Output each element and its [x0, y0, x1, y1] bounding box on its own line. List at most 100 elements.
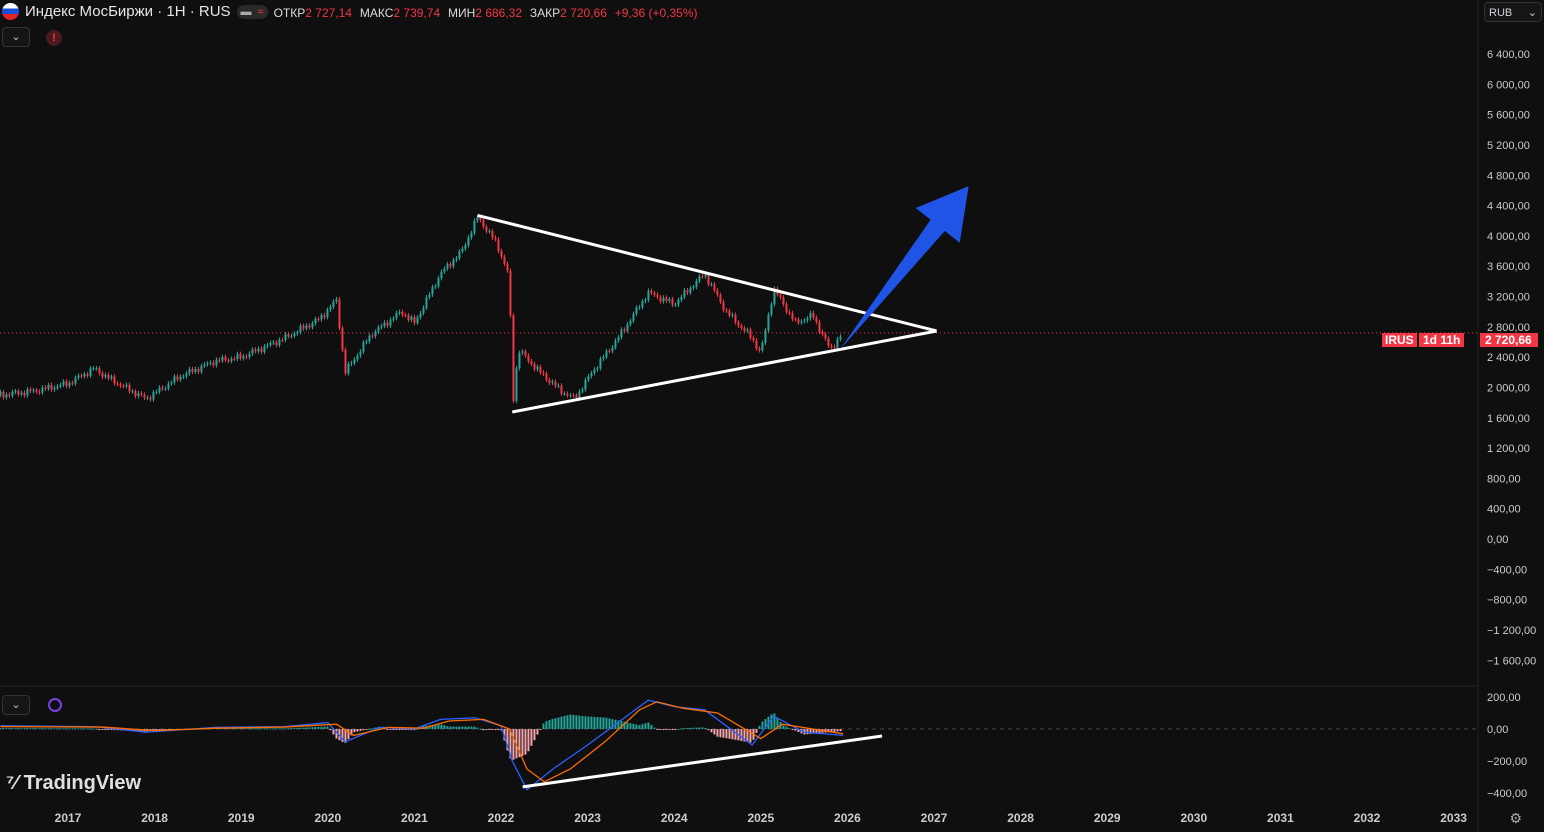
candle: [617, 337, 620, 341]
candle: [755, 340, 758, 349]
macd-histogram-bar: [23, 728, 26, 730]
macd-histogram-bar: [818, 729, 821, 734]
candle: [212, 362, 215, 366]
tradingview-logo[interactable]: ⁷⁄ TradingView: [6, 772, 141, 795]
macd-histogram-bar: [281, 728, 284, 730]
symbol-title[interactable]: Индекс МосБиржи · 1H · RUS: [25, 3, 231, 20]
macd-histogram-bar: [647, 722, 650, 729]
candle: [656, 294, 659, 298]
candle: [380, 326, 383, 328]
candle: [539, 366, 542, 373]
macd-histogram-bar: [554, 718, 557, 729]
candle: [227, 359, 230, 362]
warning-icon[interactable]: !: [46, 30, 62, 46]
macd-histogram-bar: [815, 729, 818, 734]
macd-histogram-bar: [533, 729, 536, 741]
candle: [65, 381, 68, 387]
macd-histogram-bar: [53, 728, 56, 730]
collapse-legend-button[interactable]: ⌄: [2, 27, 30, 47]
candle: [716, 290, 719, 295]
macd-histogram-bar: [641, 724, 644, 729]
candle: [11, 391, 14, 396]
candle: [761, 342, 764, 351]
candle: [14, 391, 17, 393]
macd-histogram-bar: [287, 728, 290, 730]
candle: [839, 336, 842, 340]
candle: [386, 322, 389, 326]
candle: [104, 374, 107, 377]
macd-histogram-bar: [782, 725, 785, 729]
macd-histogram-bar: [404, 729, 407, 730]
candle: [2, 391, 5, 398]
candle: [467, 237, 470, 246]
candle: [365, 341, 368, 343]
candle: [611, 347, 614, 351]
time-tick-label: 2026: [834, 811, 861, 825]
settings-gear-icon[interactable]: ⚙: [1509, 810, 1522, 826]
macd-histogram-bar: [38, 728, 41, 730]
currency-select[interactable]: RUB ⌄: [1484, 2, 1542, 22]
macd-histogram-bar: [713, 729, 716, 735]
candle: [107, 374, 110, 379]
candle: [362, 342, 365, 352]
up-arrow-drawing: [839, 186, 969, 351]
candle: [698, 276, 701, 281]
macd-tick-label: 200,00: [1487, 692, 1521, 704]
candle: [536, 366, 539, 370]
macd-histogram-bar: [806, 729, 809, 735]
candle: [290, 335, 293, 337]
indicator-loading-icon: [48, 698, 62, 712]
candle: [557, 385, 560, 387]
time-tick-label: 2025: [747, 811, 774, 825]
macd-histogram-bar: [254, 728, 257, 730]
macd-histogram-bar: [329, 729, 332, 731]
candle: [722, 301, 725, 311]
price-tick-label: −800,00: [1487, 595, 1527, 607]
candle: [767, 314, 770, 331]
candle: [710, 284, 713, 286]
upper-trendline: [477, 213, 937, 333]
logo-text: TradingView: [23, 772, 142, 794]
price-tick-label: 3 600,00: [1487, 261, 1530, 273]
candle: [692, 287, 695, 289]
candle: [797, 319, 800, 323]
candle: [791, 313, 794, 320]
candle: [167, 383, 170, 389]
candle: [605, 350, 608, 358]
candle: [257, 348, 260, 352]
candle: [329, 306, 332, 310]
candle: [311, 323, 314, 328]
candle: [176, 376, 179, 380]
macd-histogram-bar: [722, 729, 725, 738]
macd-histogram-bar: [245, 728, 248, 730]
candle: [302, 325, 305, 329]
candle: [299, 325, 302, 333]
macd-histogram-bar: [461, 726, 464, 729]
macd-histogram-bar: [407, 729, 410, 731]
macd-histogram-bar: [653, 727, 656, 729]
status-pill[interactable]: ▬ ≈: [236, 4, 268, 19]
candle: [566, 393, 569, 396]
time-tick-label: 2030: [1180, 811, 1207, 825]
macd-trendline: [522, 734, 883, 789]
macd-histogram-bar: [521, 729, 524, 756]
candle: [389, 319, 392, 326]
collapse-indicator-button[interactable]: ⌄: [2, 695, 30, 715]
macd-histogram-bar: [839, 729, 842, 732]
high-value: 2 739,74: [393, 5, 441, 20]
candle: [803, 320, 806, 322]
candle: [122, 385, 125, 387]
candle: [149, 397, 152, 400]
macd-histogram-bar: [581, 715, 584, 729]
macd-histogram-bar: [302, 727, 305, 729]
macd-histogram-bar: [83, 728, 86, 730]
macd-histogram-bar: [293, 727, 296, 729]
macd-histogram-bar: [29, 728, 32, 730]
macd-histogram-bar: [686, 727, 689, 729]
candle: [581, 389, 584, 392]
macd-histogram-bar: [104, 729, 107, 730]
candle: [689, 288, 692, 293]
time-tick-label: 2021: [401, 811, 428, 825]
candle: [35, 390, 38, 392]
